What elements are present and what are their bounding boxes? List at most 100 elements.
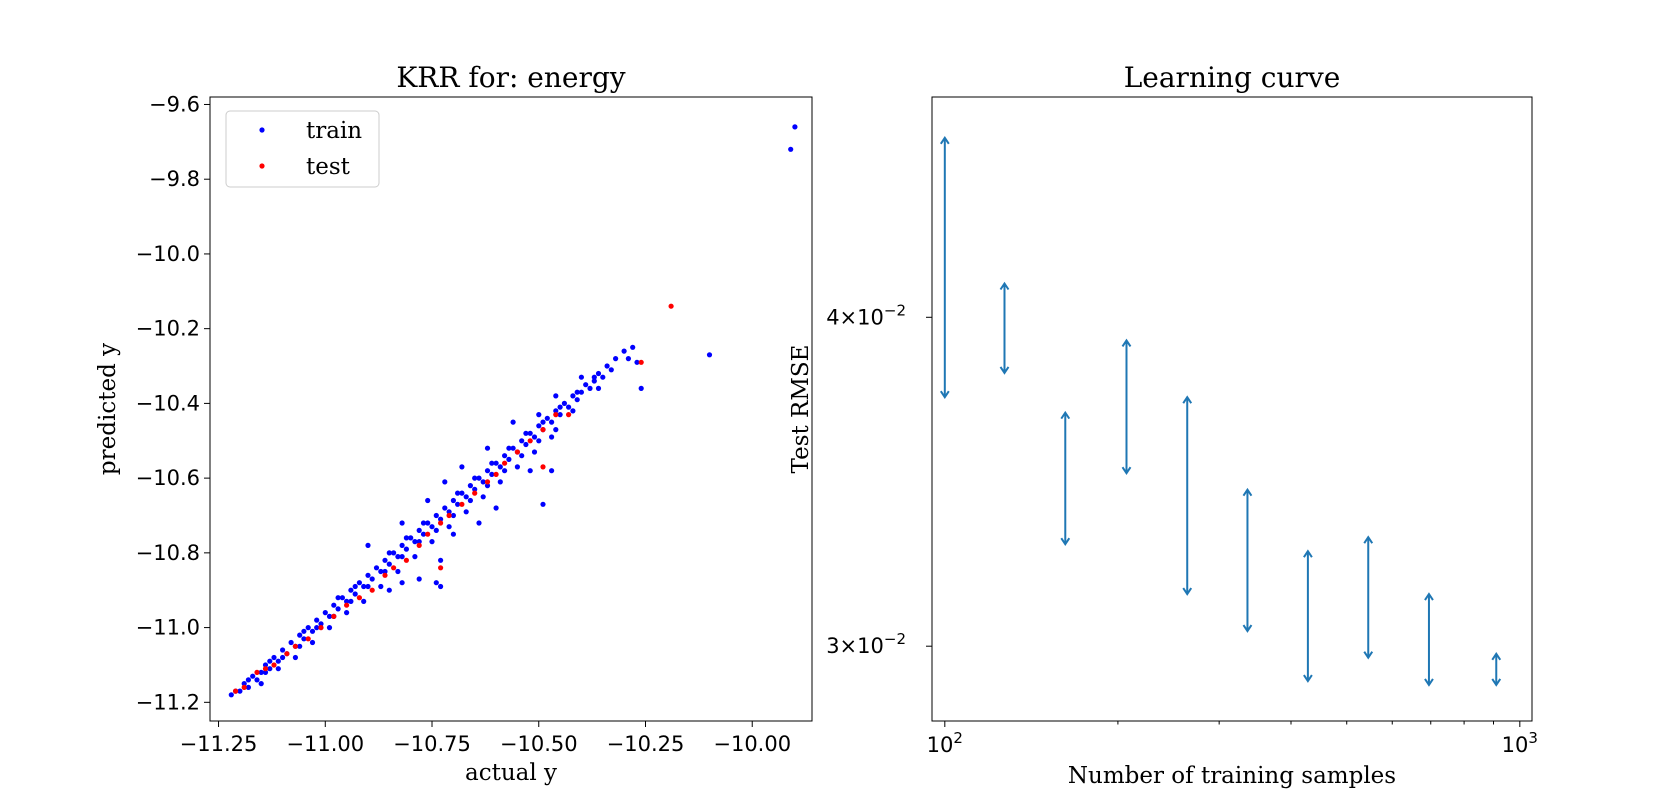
train-point [309,639,316,646]
train-point [433,527,439,534]
test-point [438,520,444,526]
legend-marker-test [259,163,265,169]
train-point [531,434,538,440]
train-point [442,505,448,511]
upper-cap [1491,652,1502,661]
train-point [429,539,435,545]
y-tick-label: 4×10−2 [826,301,906,329]
train-point [425,497,431,504]
train-point [356,580,362,586]
upper-cap [1060,410,1071,420]
train-point [352,591,358,597]
scatter-title: KRR for: energy [396,61,625,94]
train-point [365,542,371,549]
train-point [480,494,486,500]
train-point [335,606,341,612]
train-point [262,669,269,676]
train-point [288,639,294,646]
test-point [254,669,260,676]
train-point [399,580,405,586]
scatter-x-label: actual y [465,760,557,786]
train-point [450,531,456,537]
train-point [292,654,298,661]
train-point [536,423,542,429]
y-tick-label: −10.0 [136,242,200,266]
test-point [344,602,350,608]
train-point [245,684,251,691]
error-bar [1303,549,1313,683]
train-point [438,557,444,563]
train-point [502,468,508,474]
train-point [348,587,354,593]
train-point [792,124,798,130]
train-point [339,595,345,601]
train-point [549,434,555,440]
train-point [420,520,427,526]
train-point [574,397,580,403]
train-point [557,404,563,410]
scatter-legend: train test [225,110,380,188]
train-point [600,374,606,380]
train-point [280,654,286,661]
train-point [493,460,499,466]
train-point [630,344,636,350]
train-point [352,583,358,590]
x-tick-label: −10.00 [713,732,791,756]
learning-curve-title: Learning curve [1124,61,1341,94]
train-point [438,516,444,522]
train-point [484,445,491,451]
legend-label-train: train [306,118,362,144]
train-point [326,613,333,620]
upper-cap [999,281,1010,291]
train-point [309,628,316,634]
train-point [297,643,303,649]
train-point [536,438,542,444]
train-point [369,576,375,582]
error-bar [939,135,950,399]
train-point [523,430,529,436]
train-point [553,393,559,399]
learning-curve-y-ticks: 4×10−2 3×10−2 [826,301,932,658]
train-point [378,568,384,575]
train-point [566,404,572,410]
train-point [527,430,533,436]
train-point [250,673,256,679]
train-point [267,658,273,664]
train-point [275,666,281,672]
train-point [578,389,585,395]
x-tick-label: −10.25 [607,732,685,756]
train-point [574,389,580,395]
test-point [446,512,452,519]
train-point [497,479,503,485]
train-point [237,688,243,694]
train-point [570,408,576,414]
train-point [335,595,341,601]
train-point [399,542,405,549]
train-point [425,520,431,526]
upper-cap [1303,549,1313,558]
test-point [540,427,546,433]
learning-curve-x-label: Number of training samples [1068,763,1396,789]
train-point [416,539,422,545]
scatter-y-label: predicted y [95,343,121,475]
train-point [365,572,371,578]
train-point [254,677,260,683]
scatter-axes-frame [209,96,813,722]
learning-curve-y-label: Test RMSE [788,345,814,474]
test-point [425,531,431,537]
train-point [446,524,452,530]
train-point [438,583,444,590]
test-point [356,595,362,601]
train-point [382,557,388,563]
test-point [638,359,644,365]
train-point [557,412,563,418]
train-point [706,352,713,358]
train-point [467,497,473,504]
lower-cap [1182,587,1193,596]
test-point [540,464,546,470]
upper-cap [1242,487,1253,497]
train-point [403,535,409,541]
train-point [578,374,585,380]
upper-cap [1363,535,1374,544]
